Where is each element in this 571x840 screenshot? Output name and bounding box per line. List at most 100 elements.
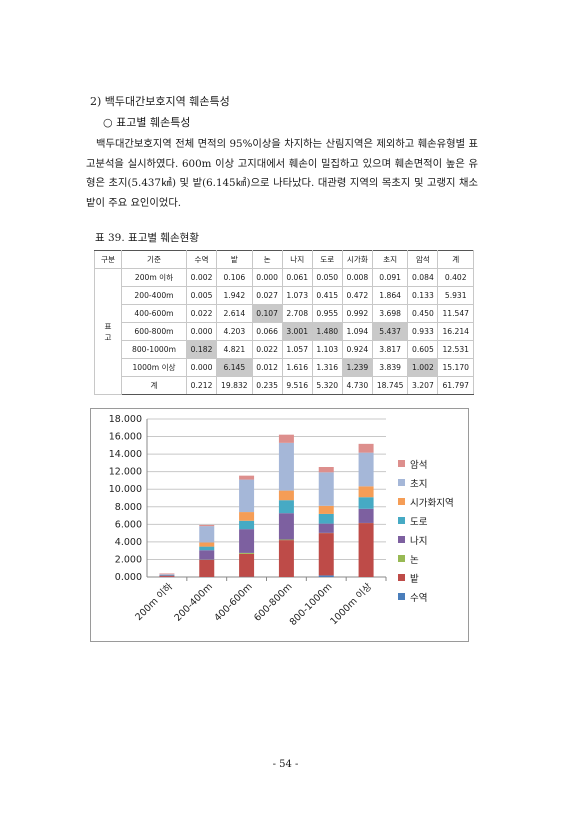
table-cell: 0.605 [407, 340, 439, 359]
x-tick-label: 200m 이하 [133, 580, 176, 623]
bar-segment [159, 576, 175, 577]
y-tick-label: 18.000 [109, 414, 142, 425]
header-cell: 밭 [216, 250, 253, 269]
table-cell: 1.864 [371, 286, 409, 305]
table-cell: 0.955 [311, 304, 343, 323]
total-cell: 61.797 [437, 376, 474, 395]
row-label: 400-600m [121, 304, 187, 323]
table-cell: 0.450 [407, 304, 439, 323]
header-cell: 구분 [94, 250, 122, 269]
table-cell: 0.933 [407, 322, 439, 341]
bar-segment [358, 486, 374, 498]
row-label: 200m 이하 [121, 268, 187, 287]
table-cell: 15.170 [437, 358, 474, 377]
legend-swatch [398, 593, 405, 600]
row-label: 1000m 이상 [121, 358, 187, 377]
header-cell: 논 [251, 250, 283, 269]
table-cell: 0.027 [251, 286, 283, 305]
bar-segment [278, 500, 294, 514]
table-cell: 0.106 [216, 268, 253, 287]
table-row: 600-800m 0.000 4.203 0.066 3.001 1.480 1.094 5.… [95, 322, 474, 341]
x-tick-label: 200-400m [172, 581, 214, 623]
table-row: 800-1000m 0.182 4.821 0.022 1.057 1.103 0.924 3… [95, 340, 474, 359]
header-cell: 초지 [371, 250, 409, 269]
table-cell: 0.022 [251, 340, 283, 359]
paragraph-text: 백두대간보호지역 전체 면적의 95%이상을 차지하는 산림지역은 제외하고 훼… [86, 138, 478, 209]
damage-by-elevation-table: 구분 기준 수역 밭 논 나지 도로 시가화 초지 암석 계 표고 200m 이하… [94, 250, 474, 395]
total-row: 계 0.212 19.832 0.235 9.516 5.320 4.730 18.745 3.… [95, 376, 474, 395]
bar-segment [278, 513, 294, 540]
bar-segment [318, 575, 334, 577]
bar-segment [199, 559, 215, 577]
legend-item: 수역 [398, 587, 454, 606]
bar-segment [358, 523, 374, 577]
table-cell: 0.066 [251, 322, 283, 341]
bar-segment [199, 524, 215, 527]
table-cell: 0.008 [341, 268, 373, 287]
table-cell: 0.061 [281, 268, 313, 287]
x-tick-label: 400-600m [212, 581, 254, 623]
table-cell: 11.547 [437, 304, 474, 323]
legend-item: 시가화지역 [398, 492, 454, 511]
legend-item: 암석 [398, 454, 454, 473]
table-cell: 4.203 [216, 322, 253, 341]
table-cell: 0.022 [185, 304, 218, 323]
x-tick-label: 600-800m [252, 581, 294, 623]
bar-segment [199, 546, 215, 551]
y-tick-label: 12.000 [109, 467, 142, 478]
bar-segment [239, 553, 255, 577]
y-tick-label: 10.000 [109, 484, 142, 495]
bar-segment [318, 472, 334, 506]
y-tick-label: 6.000 [115, 519, 142, 530]
table-cell: 0.050 [311, 268, 343, 287]
body-paragraph: 백두대간보호지역 전체 면적의 95%이상을 차지하는 산림지역은 제외하고 훼… [86, 135, 478, 213]
bar-segment [358, 508, 374, 523]
header-cell: 도로 [311, 250, 343, 269]
table-row: 표고 200m 이하 0.002 0.106 0.000 0.061 0.050 0.008 0… [94, 268, 474, 395]
table-cell: 0.091 [371, 268, 409, 287]
table-cell: 0.402 [437, 268, 474, 287]
y-tick-label: 14.000 [109, 449, 142, 460]
bar-segment [318, 505, 334, 514]
legend-item: 초지 [398, 473, 454, 492]
bar-segment [239, 520, 255, 530]
table-cell: 6.145 [216, 358, 253, 377]
header-cell: 나지 [281, 250, 313, 269]
y-tick-label: 16.000 [109, 432, 142, 443]
legend-label: 시가화지역 [410, 497, 454, 509]
row-group-label: 표고 [94, 268, 122, 395]
legend-item: 논 [398, 549, 454, 568]
legend-swatch [398, 555, 405, 562]
header-cell: 계 [437, 250, 474, 269]
row-label: 200-400m [121, 286, 187, 305]
y-tick-label: 4.000 [115, 537, 142, 548]
bar-segment [318, 467, 334, 473]
table-cell: 3.001 [281, 322, 313, 341]
bar-segment [358, 497, 374, 509]
table-cell: 0.002 [185, 268, 218, 287]
table-cell: 0.084 [407, 268, 439, 287]
legend-label: 논 [410, 554, 419, 566]
section-title: 2) 백두대간보호지역 훼손특성 [90, 95, 230, 108]
table-caption: 표 39. 표고별 훼손현황 [95, 232, 199, 244]
bar-segment [318, 513, 334, 524]
table-cell: 1.057 [281, 340, 313, 359]
page-number: - 54 - [272, 759, 299, 770]
bar-segment [358, 443, 374, 453]
bar-segment [239, 475, 255, 480]
legend-label: 밭 [410, 573, 419, 585]
legend-label: 도로 [410, 516, 428, 528]
bar-segment [159, 573, 175, 575]
table-row: 200-400m 0.005 1.942 0.027 1.073 0.415 0.472 1.… [95, 286, 474, 305]
bar-segment [318, 533, 334, 576]
table-header-row: 구분 기준 수역 밭 논 나지 도로 시가화 초지 암석 계 [94, 250, 474, 269]
legend-item: 나지 [398, 530, 454, 549]
x-tick-label: 800-1000m [288, 581, 335, 628]
total-cell: 19.832 [216, 376, 253, 395]
row-group-label-text: 표고 [104, 321, 112, 342]
table-cell: 3.839 [371, 358, 409, 377]
table-cell: 0.012 [251, 358, 283, 377]
table-cell: 3.698 [371, 304, 409, 323]
x-tick-label: 1000m 이상 [328, 581, 374, 627]
legend-swatch [398, 517, 405, 524]
